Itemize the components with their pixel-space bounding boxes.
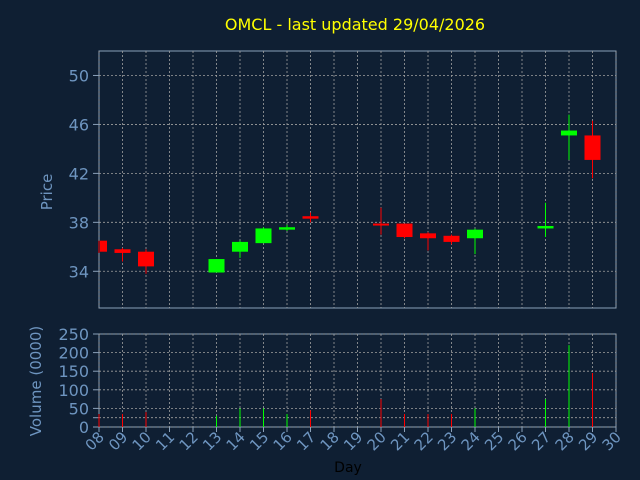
price-axis-label: Price: [38, 174, 56, 211]
x-tick-label: 27: [528, 428, 554, 454]
x-tick-label: 30: [599, 428, 625, 454]
candle-body: [138, 251, 154, 267]
candle-body: [279, 227, 295, 230]
volume-axis-label: Volume (0000): [27, 326, 45, 436]
x-tick-label: 21: [387, 428, 413, 454]
x-tick-label: 22: [411, 428, 437, 454]
candle-body: [396, 223, 413, 238]
candle-body: [255, 228, 272, 244]
x-tick-label: 09: [105, 428, 131, 454]
price-tick-label: 50: [69, 66, 89, 85]
price-panel: 34 38 42 46 50: [69, 50, 617, 309]
x-tick-label: 17: [293, 428, 319, 454]
volume-tick-label: 150: [58, 362, 89, 381]
candle-body: [302, 216, 319, 219]
x-tick-label: 24: [458, 428, 484, 454]
volume-tick-label: 200: [58, 344, 89, 363]
candle-body: [443, 235, 460, 242]
price-tick-label: 34: [69, 262, 89, 281]
candle-body: [114, 249, 131, 253]
price-tick-label: 42: [69, 164, 89, 183]
x-tick-label: 13: [199, 428, 225, 454]
x-axis: 0809101112131415161718192021222324252627…: [82, 427, 625, 454]
x-tick-label: 18: [317, 428, 343, 454]
x-tick-label: 19: [340, 428, 366, 454]
candle-body: [420, 233, 436, 239]
candle-body: [208, 259, 225, 273]
candle-body: [100, 240, 107, 252]
candle-body: [467, 229, 483, 239]
x-tick-label: 29: [575, 428, 601, 454]
x-tick-label: 12: [176, 428, 202, 454]
x-tick-label: 23: [434, 428, 460, 454]
x-tick-label: 10: [129, 428, 155, 454]
volume-tick-label: 50: [69, 399, 89, 418]
x-tick-label: 16: [270, 428, 296, 454]
chart-title: OMCL - last updated 29/04/2026: [225, 15, 485, 34]
volume-tick-label: 0: [79, 418, 89, 437]
x-tick-label: 14: [223, 428, 249, 454]
x-tick-label: 26: [505, 428, 531, 454]
volume-tick-label: 250: [58, 325, 89, 344]
x-tick-label: 28: [552, 428, 578, 454]
candle-body: [232, 241, 248, 252]
volume-tick-label: 100: [58, 381, 89, 400]
price-tick-label: 38: [69, 213, 89, 232]
candle-body: [561, 130, 577, 136]
x-tick-label: 15: [246, 428, 272, 454]
candle-body: [584, 135, 601, 160]
candle-body: [537, 226, 554, 229]
x-axis-label: Day: [334, 460, 362, 476]
x-tick-label: 11: [152, 428, 178, 454]
price-tick-label: 46: [69, 115, 89, 134]
x-tick-label: 20: [364, 428, 390, 454]
x-tick-label: 25: [481, 428, 507, 454]
candle-body: [373, 223, 389, 226]
